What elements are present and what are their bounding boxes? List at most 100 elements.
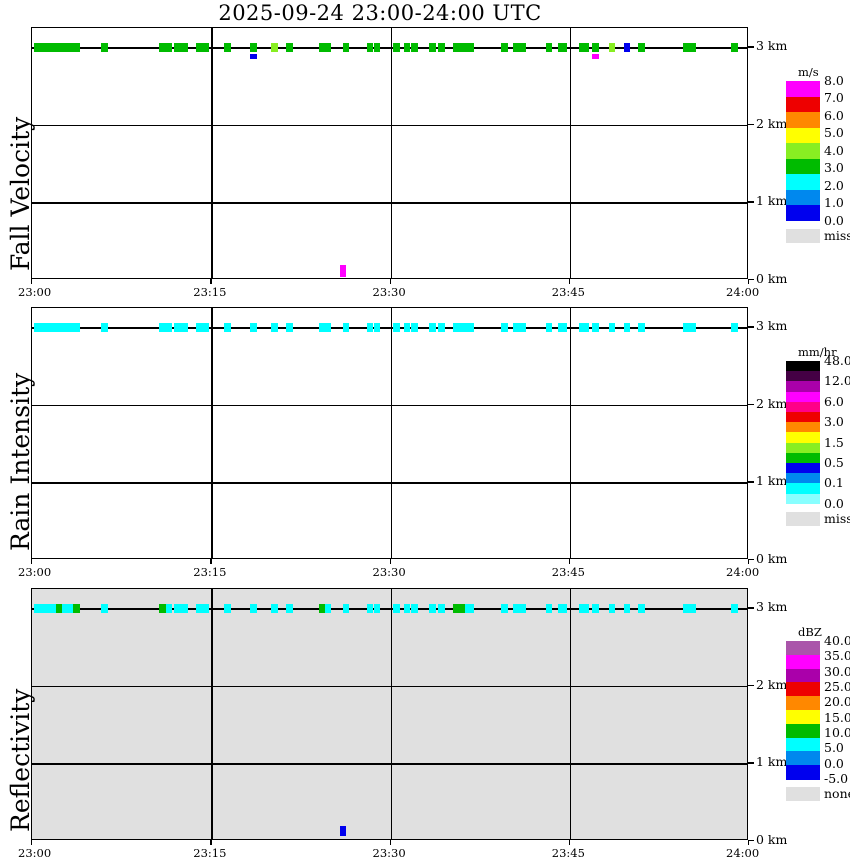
data-mark <box>638 42 646 52</box>
colorbar-tick-label: 5.0 <box>824 740 844 756</box>
data-mark <box>429 603 436 613</box>
colorbar-tick-label: 35.0 <box>824 648 850 664</box>
y-axis-label-rain-intensity: Rain Intensity <box>6 372 35 551</box>
data-mark <box>101 322 108 332</box>
colorbar-band <box>786 371 820 382</box>
colorbar-band <box>786 641 820 656</box>
colorbar-units-reflectivity: dBZ <box>798 625 822 639</box>
colorbar-tick-label: 10.0 <box>824 725 850 740</box>
data-mark <box>578 42 586 52</box>
colorbar-units-rain-intensity: mm/hr <box>798 345 837 359</box>
data-mark <box>578 603 586 613</box>
data-mark <box>545 603 553 613</box>
data-mark <box>373 322 381 332</box>
y-axis-label-fall-velocity: Fall Velocity <box>6 116 35 271</box>
colorbar-tick-label: 6.0 <box>824 393 844 409</box>
colorbar-missing-label: miss <box>824 227 850 243</box>
gridline-3km <box>32 327 747 329</box>
data-mark <box>582 322 590 332</box>
data-mark <box>62 322 70 332</box>
y-tick-mark <box>748 762 754 764</box>
data-mark <box>366 42 374 52</box>
colorbar-tick-label: 7.0 <box>824 90 844 106</box>
data-mark <box>165 42 173 52</box>
colorbar-missing-swatch <box>786 511 820 526</box>
data-mark <box>373 42 381 52</box>
gridline-1km <box>32 202 747 204</box>
x-tick-mark <box>389 559 391 564</box>
colorbar-band <box>786 654 820 670</box>
colorbar-band <box>786 682 820 697</box>
data-mark <box>393 603 401 613</box>
data-mark <box>501 322 508 332</box>
data-mark <box>731 42 738 52</box>
data-mark <box>623 322 631 332</box>
data-mark <box>55 322 63 332</box>
data-mark <box>582 603 590 613</box>
data-mark <box>518 322 526 332</box>
data-mark <box>318 42 326 52</box>
data-mark <box>34 603 41 613</box>
data-mark <box>159 322 171 332</box>
data-mark <box>608 322 616 332</box>
x-tick-label: 23:15 <box>193 846 227 860</box>
colorbar-tick-label: 12.0 <box>824 373 850 389</box>
data-mark <box>181 42 188 52</box>
data-mark <box>638 603 646 613</box>
colorbar-tick-label: 1.5 <box>824 434 844 450</box>
colorbar-band <box>786 391 820 403</box>
data-mark <box>683 603 697 613</box>
x-tick-label: 23:15 <box>193 565 227 579</box>
y-tick-mark <box>748 123 754 126</box>
colorbar-tick-label: 0.1 <box>824 475 844 491</box>
y-tick-label: 3 km <box>756 599 788 615</box>
colorbar-missing-label: miss <box>824 510 850 526</box>
colorbar-band <box>786 205 820 222</box>
data-mark <box>324 603 332 613</box>
data-mark <box>518 603 526 613</box>
x-tick-label: 24:00 <box>726 565 760 579</box>
colorbar-tick-label: 3.0 <box>824 414 844 430</box>
data-mark <box>285 603 293 613</box>
vgridline <box>569 28 572 278</box>
colorbar-units-fall-velocity: m/s <box>798 65 819 79</box>
data-mark <box>683 322 697 332</box>
x-tick-label: 23:00 <box>18 846 52 860</box>
data-mark <box>560 42 568 52</box>
y-tick-label: 1 km <box>756 193 788 209</box>
data-mark <box>438 322 445 332</box>
data-mark <box>518 42 526 52</box>
data-mark <box>34 322 41 332</box>
y-tick-mark <box>748 684 754 687</box>
data-mark <box>512 42 520 52</box>
data-mark <box>324 42 332 52</box>
data-mark <box>181 322 188 332</box>
y-tick-label: 1 km <box>756 473 788 489</box>
data-mark <box>285 42 293 52</box>
plot-area-fall-velocity <box>31 27 748 279</box>
colorbar-band <box>786 737 820 752</box>
y-tick-mark <box>748 840 754 842</box>
data-mark <box>271 603 278 613</box>
x-tick-label: 23:00 <box>18 285 52 299</box>
data-mark <box>403 603 411 613</box>
y-tick-mark <box>748 481 754 483</box>
x-tick-mark <box>31 840 33 845</box>
data-mark <box>202 603 209 613</box>
data-mark <box>342 322 350 332</box>
data-mark <box>366 322 374 332</box>
data-mark <box>45 603 52 613</box>
data-mark <box>560 322 568 332</box>
data-mark <box>411 42 418 52</box>
data-mark <box>196 322 203 332</box>
data-mark <box>512 322 520 332</box>
gridline-1km <box>32 482 747 484</box>
data-mark <box>39 322 47 332</box>
data-mark <box>55 603 63 613</box>
data-mark <box>62 42 70 52</box>
vgridline <box>211 589 213 839</box>
colorbar-tick-label: 0.0 <box>824 495 844 511</box>
colorbar-tick-label: 6.0 <box>824 107 844 123</box>
data-mark <box>373 603 381 613</box>
colorbar-band <box>786 483 820 495</box>
